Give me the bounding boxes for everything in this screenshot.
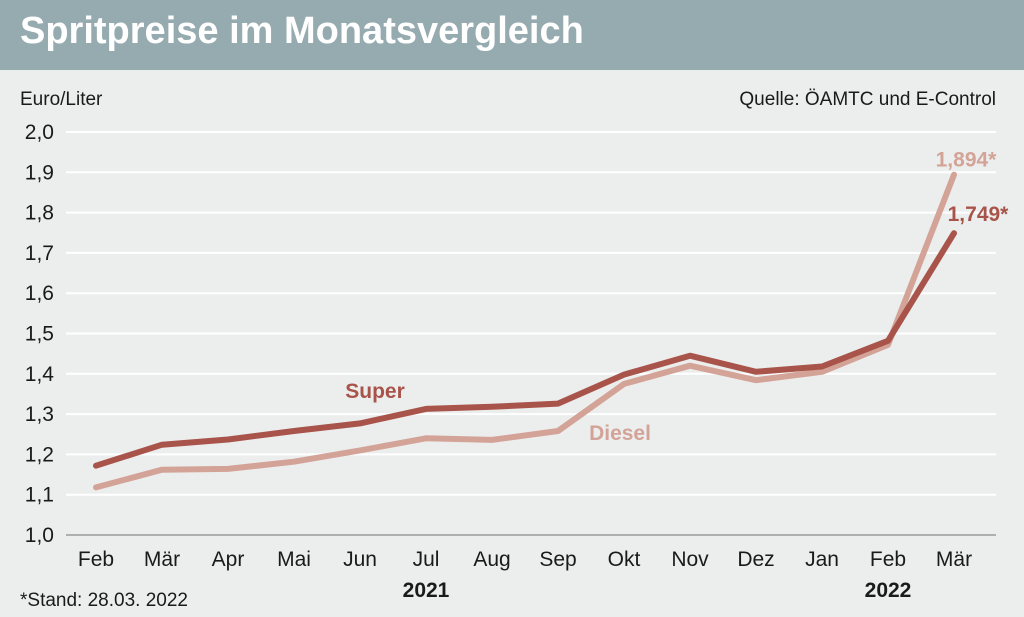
y-axis-ticks: 1,0 1,1 1,2 1,3 1,4 1,5 1,6 1,7 1,8 1,9 2,0 bbox=[25, 121, 55, 547]
x-tick-label: Apr bbox=[212, 548, 245, 571]
x-axis-ticks: Feb Mär Apr Mai Jun Jul Aug Sep Okt Nov Dez Jan Feb M… bbox=[78, 548, 972, 571]
x-tick-label: Mär bbox=[144, 548, 180, 571]
x-tick-label: Jun bbox=[343, 548, 377, 571]
series-line-diesel bbox=[93, 171, 957, 491]
y-tick-label: 1,1 bbox=[25, 484, 54, 507]
x-tick-label: Jan bbox=[805, 548, 839, 571]
grid-lines bbox=[66, 131, 996, 536]
series-lines bbox=[93, 171, 957, 491]
year-label: 2021 bbox=[403, 579, 450, 602]
title-bar: Spritpreise im Monatsvergleich bbox=[0, 0, 1024, 70]
y-axis-label: Euro/Liter bbox=[20, 89, 103, 110]
y-tick-label: 1,7 bbox=[25, 242, 54, 265]
source-note: Quelle: ÖAMTC und E-Control bbox=[739, 89, 996, 110]
y-tick-label: 1,6 bbox=[25, 282, 54, 305]
y-tick-label: 1,0 bbox=[25, 524, 54, 547]
chart-title: Spritpreise im Monatsvergleich bbox=[20, 10, 584, 52]
y-tick-label: 1,4 bbox=[25, 363, 55, 386]
y-tick-label: 1,2 bbox=[25, 443, 54, 466]
series-line-super bbox=[93, 230, 957, 469]
series-labels: Super Diesel 1,894* 1,749* bbox=[345, 149, 1009, 445]
x-tick-label: Mär bbox=[936, 548, 972, 571]
x-tick-label: Okt bbox=[608, 548, 641, 571]
x-tick-label: Sep bbox=[539, 548, 576, 571]
series-name-diesel: Diesel bbox=[589, 422, 651, 445]
end-label-super: 1,749* bbox=[948, 203, 1010, 226]
x-tick-label: Feb bbox=[78, 548, 114, 571]
y-tick-label: 1,9 bbox=[25, 161, 54, 184]
y-tick-label: 1,8 bbox=[25, 202, 54, 225]
end-label-diesel: 1,894* bbox=[936, 149, 998, 172]
x-tick-label: Mai bbox=[277, 548, 311, 571]
year-labels: 2021 2022 bbox=[403, 579, 912, 602]
x-tick-label: Aug bbox=[473, 548, 510, 571]
y-tick-label: 1,5 bbox=[25, 323, 54, 346]
footnote: *Stand: 28.03. 2022 bbox=[20, 590, 188, 611]
year-label: 2022 bbox=[865, 579, 912, 602]
y-tick-label: 1,3 bbox=[25, 403, 54, 426]
x-tick-label: Dez bbox=[737, 548, 774, 571]
x-tick-label: Feb bbox=[870, 548, 906, 571]
y-tick-label: 2,0 bbox=[25, 121, 54, 144]
series-name-super: Super bbox=[345, 380, 405, 403]
x-tick-label: Jul bbox=[413, 548, 440, 571]
x-tick-label: Nov bbox=[671, 548, 709, 571]
